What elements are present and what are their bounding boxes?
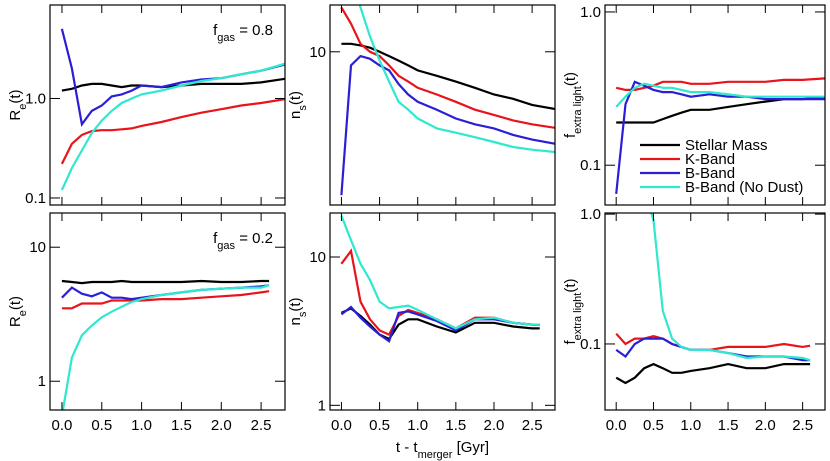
- y-axis-label-tail: (t): [287, 297, 304, 311]
- plot-frame: [604, 212, 826, 411]
- y-tick-label: 0.1: [580, 157, 601, 174]
- y-axis-label-sub: extra light: [572, 293, 584, 341]
- series-line: [340, 6, 555, 129]
- y-tick-label: 1.0: [580, 4, 601, 21]
- y-axis-label-sub: e: [17, 310, 29, 316]
- x-tick-label: 2.5: [522, 417, 543, 434]
- x-tick-label: 1.5: [445, 417, 466, 434]
- y-tick-label: 0.1: [580, 336, 601, 353]
- x-tick-label: 2.0: [484, 417, 505, 434]
- y-axis-label-main: R: [7, 316, 24, 327]
- x-tick-label: 0.0: [606, 417, 627, 434]
- x-axis-label-tail: [Gyr]: [452, 439, 489, 456]
- series-line: [615, 362, 811, 385]
- series-line: [61, 279, 270, 285]
- y-axis-label-main: f: [562, 340, 579, 345]
- y-axis-label: Re(t): [7, 89, 29, 120]
- y-tick-label: 1.0: [25, 90, 46, 107]
- y-axis-label-main: R: [7, 110, 24, 121]
- series-line: [60, 98, 285, 165]
- x-tick-label: 1.0: [131, 417, 152, 434]
- y-axis-label-tail: (t): [562, 278, 579, 292]
- x-tick-label: 2.5: [251, 417, 272, 434]
- x-tick-label: 1.0: [680, 417, 701, 434]
- series-line: [340, 307, 540, 341]
- annotation-main: f: [213, 22, 218, 39]
- x-tick-label: 2.5: [792, 417, 813, 434]
- series-line: [340, 54, 555, 196]
- y-axis-label-main: f: [562, 133, 579, 138]
- series-line: [340, 305, 540, 344]
- y-axis-label-tail: (t): [7, 296, 24, 310]
- series-line: [615, 80, 825, 195]
- annotation: fgas = 0.2: [213, 230, 273, 252]
- series-line: [616, 95, 825, 124]
- x-tick-label: 0.5: [643, 417, 664, 434]
- y-axis-label-sub: s: [297, 105, 309, 111]
- y-axis-label: ns(t): [287, 297, 309, 325]
- y-axis-label-sub: e: [17, 104, 29, 110]
- series-line: [615, 332, 811, 351]
- plot-frame: [329, 212, 556, 411]
- plot-frame: [604, 4, 826, 206]
- series-line: [61, 284, 270, 410]
- x-axis-label-main: t - t: [396, 439, 418, 456]
- y-axis-label-tail: (t): [562, 72, 579, 86]
- x-tick-label: 0.5: [369, 417, 390, 434]
- legend-label: B-Band: [685, 165, 735, 182]
- series-line: [61, 77, 285, 92]
- x-tick-label: 2.0: [755, 417, 776, 434]
- annotation-tail: = 0.8: [235, 22, 273, 39]
- y-tick-label: 10: [309, 249, 326, 266]
- y-tick-label: 0.1: [25, 190, 46, 207]
- plot-frame: [49, 4, 286, 206]
- y-tick-label: 1: [318, 397, 326, 414]
- y-axis-label-sub: extra light: [572, 86, 584, 134]
- y-tick-label: 1.0: [580, 206, 601, 223]
- y-axis-label-tail: (t): [7, 89, 24, 103]
- series-line: [340, 215, 540, 330]
- y-axis-label: ns(t): [287, 91, 309, 119]
- x-tick-label: 0.0: [331, 417, 352, 434]
- legend-label: B-Band (No Dust): [685, 179, 803, 196]
- y-axis-label: fextra light(t): [562, 72, 584, 138]
- plot-frame: [329, 4, 556, 206]
- series-line: [615, 82, 825, 108]
- x-tick-label: 1.5: [171, 417, 192, 434]
- x-axis-label-sub: merger: [418, 449, 453, 461]
- y-tick-label: 1: [38, 373, 46, 390]
- annotation-main: f: [213, 230, 218, 247]
- x-tick-label: 1.0: [407, 417, 428, 434]
- x-axis-label: t - tmerger [Gyr]: [396, 439, 489, 461]
- y-axis-label-tail: (t): [287, 91, 304, 105]
- legend-label: Stellar Mass: [685, 137, 768, 154]
- y-tick-label: 10: [29, 239, 46, 256]
- series-line: [615, 77, 825, 92]
- plot-frame: [49, 212, 286, 411]
- annotation-tail: = 0.2: [235, 230, 273, 247]
- x-tick-label: 0.0: [52, 417, 73, 434]
- y-tick-label: 10: [309, 44, 326, 61]
- series-line: [358, 5, 555, 154]
- annotation: fgas = 0.8: [213, 22, 273, 44]
- y-axis-label: fextra light(t): [562, 278, 584, 344]
- x-tick-label: 2.0: [211, 417, 232, 434]
- y-axis-label-main: n: [287, 317, 304, 325]
- y-axis-label: Re(t): [7, 296, 29, 327]
- x-tick-label: 1.5: [718, 417, 739, 434]
- legend-label: K-Band: [685, 151, 735, 168]
- series-line: [60, 62, 285, 191]
- annotation-sub: gas: [217, 240, 235, 252]
- series-line: [650, 213, 811, 362]
- y-axis-label-main: n: [287, 111, 304, 119]
- annotation-sub: gas: [217, 32, 235, 44]
- series-line: [60, 28, 285, 128]
- y-axis-label-sub: s: [297, 311, 309, 317]
- x-tick-label: 0.5: [91, 417, 112, 434]
